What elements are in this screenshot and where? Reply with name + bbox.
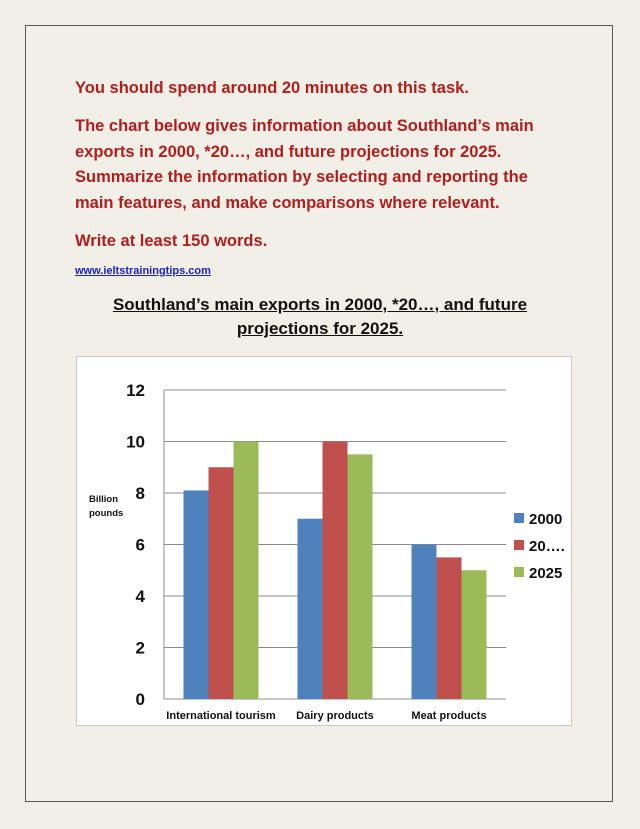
chart-heading-line-2: projections for 2025.: [236, 319, 404, 338]
legend-swatch: [514, 540, 524, 550]
y-tick-label: 4: [136, 587, 146, 606]
page-frame: [25, 25, 613, 802]
legend-label: 20….: [529, 538, 565, 555]
task-time-instruction: You should spend around 20 minutes on th…: [75, 79, 469, 97]
y-tick-label: 12: [126, 381, 145, 400]
bar-20-international-tourism: [208, 467, 234, 699]
y-axis-label: Billion: [89, 494, 118, 505]
y-tick-label: 6: [136, 536, 145, 555]
bar-2025-meat-products: [461, 570, 487, 699]
chart-heading: Southland’s main exports in 2000, *20…, …: [100, 293, 540, 341]
legend-label: 2000: [529, 511, 562, 528]
bar-20-dairy-products: [322, 441, 348, 699]
x-category-label: International tourism: [166, 710, 276, 722]
legend-swatch: [514, 513, 524, 523]
y-tick-label: 10: [126, 433, 145, 452]
y-tick-label: 8: [136, 484, 145, 503]
legend-label: 2025: [529, 565, 562, 582]
bar-2025-international-tourism: [233, 441, 259, 699]
bar-chart: 0 2 4 6 8 10 12 Billion pounds International tour…: [89, 381, 565, 722]
bar-20-meat-products: [436, 557, 462, 699]
word-count-instruction: Write at least 150 words.: [75, 232, 268, 250]
bar-2000-meat-products: [411, 544, 437, 699]
bar-2025-dairy-products: [347, 454, 373, 699]
chart-container: 0 2 4 6 8 10 12 Billion pounds International tour…: [76, 356, 572, 726]
y-tick-label: 0: [136, 690, 145, 709]
chart-heading-line-1: Southland’s main exports in 2000, *20…, …: [112, 295, 528, 314]
x-category-label: Dairy products: [296, 710, 374, 722]
bar-2000-international-tourism: [183, 490, 209, 699]
y-tick-label: 2: [136, 639, 145, 658]
y-axis-label: pounds: [89, 508, 123, 519]
website-link[interactable]: www.ieltstrainingtips.com: [75, 265, 211, 277]
x-category-label: Meat products: [411, 710, 486, 722]
bar-2000-dairy-products: [297, 518, 323, 699]
task-description: The chart below gives information about …: [75, 117, 534, 212]
legend-swatch: [514, 567, 524, 577]
